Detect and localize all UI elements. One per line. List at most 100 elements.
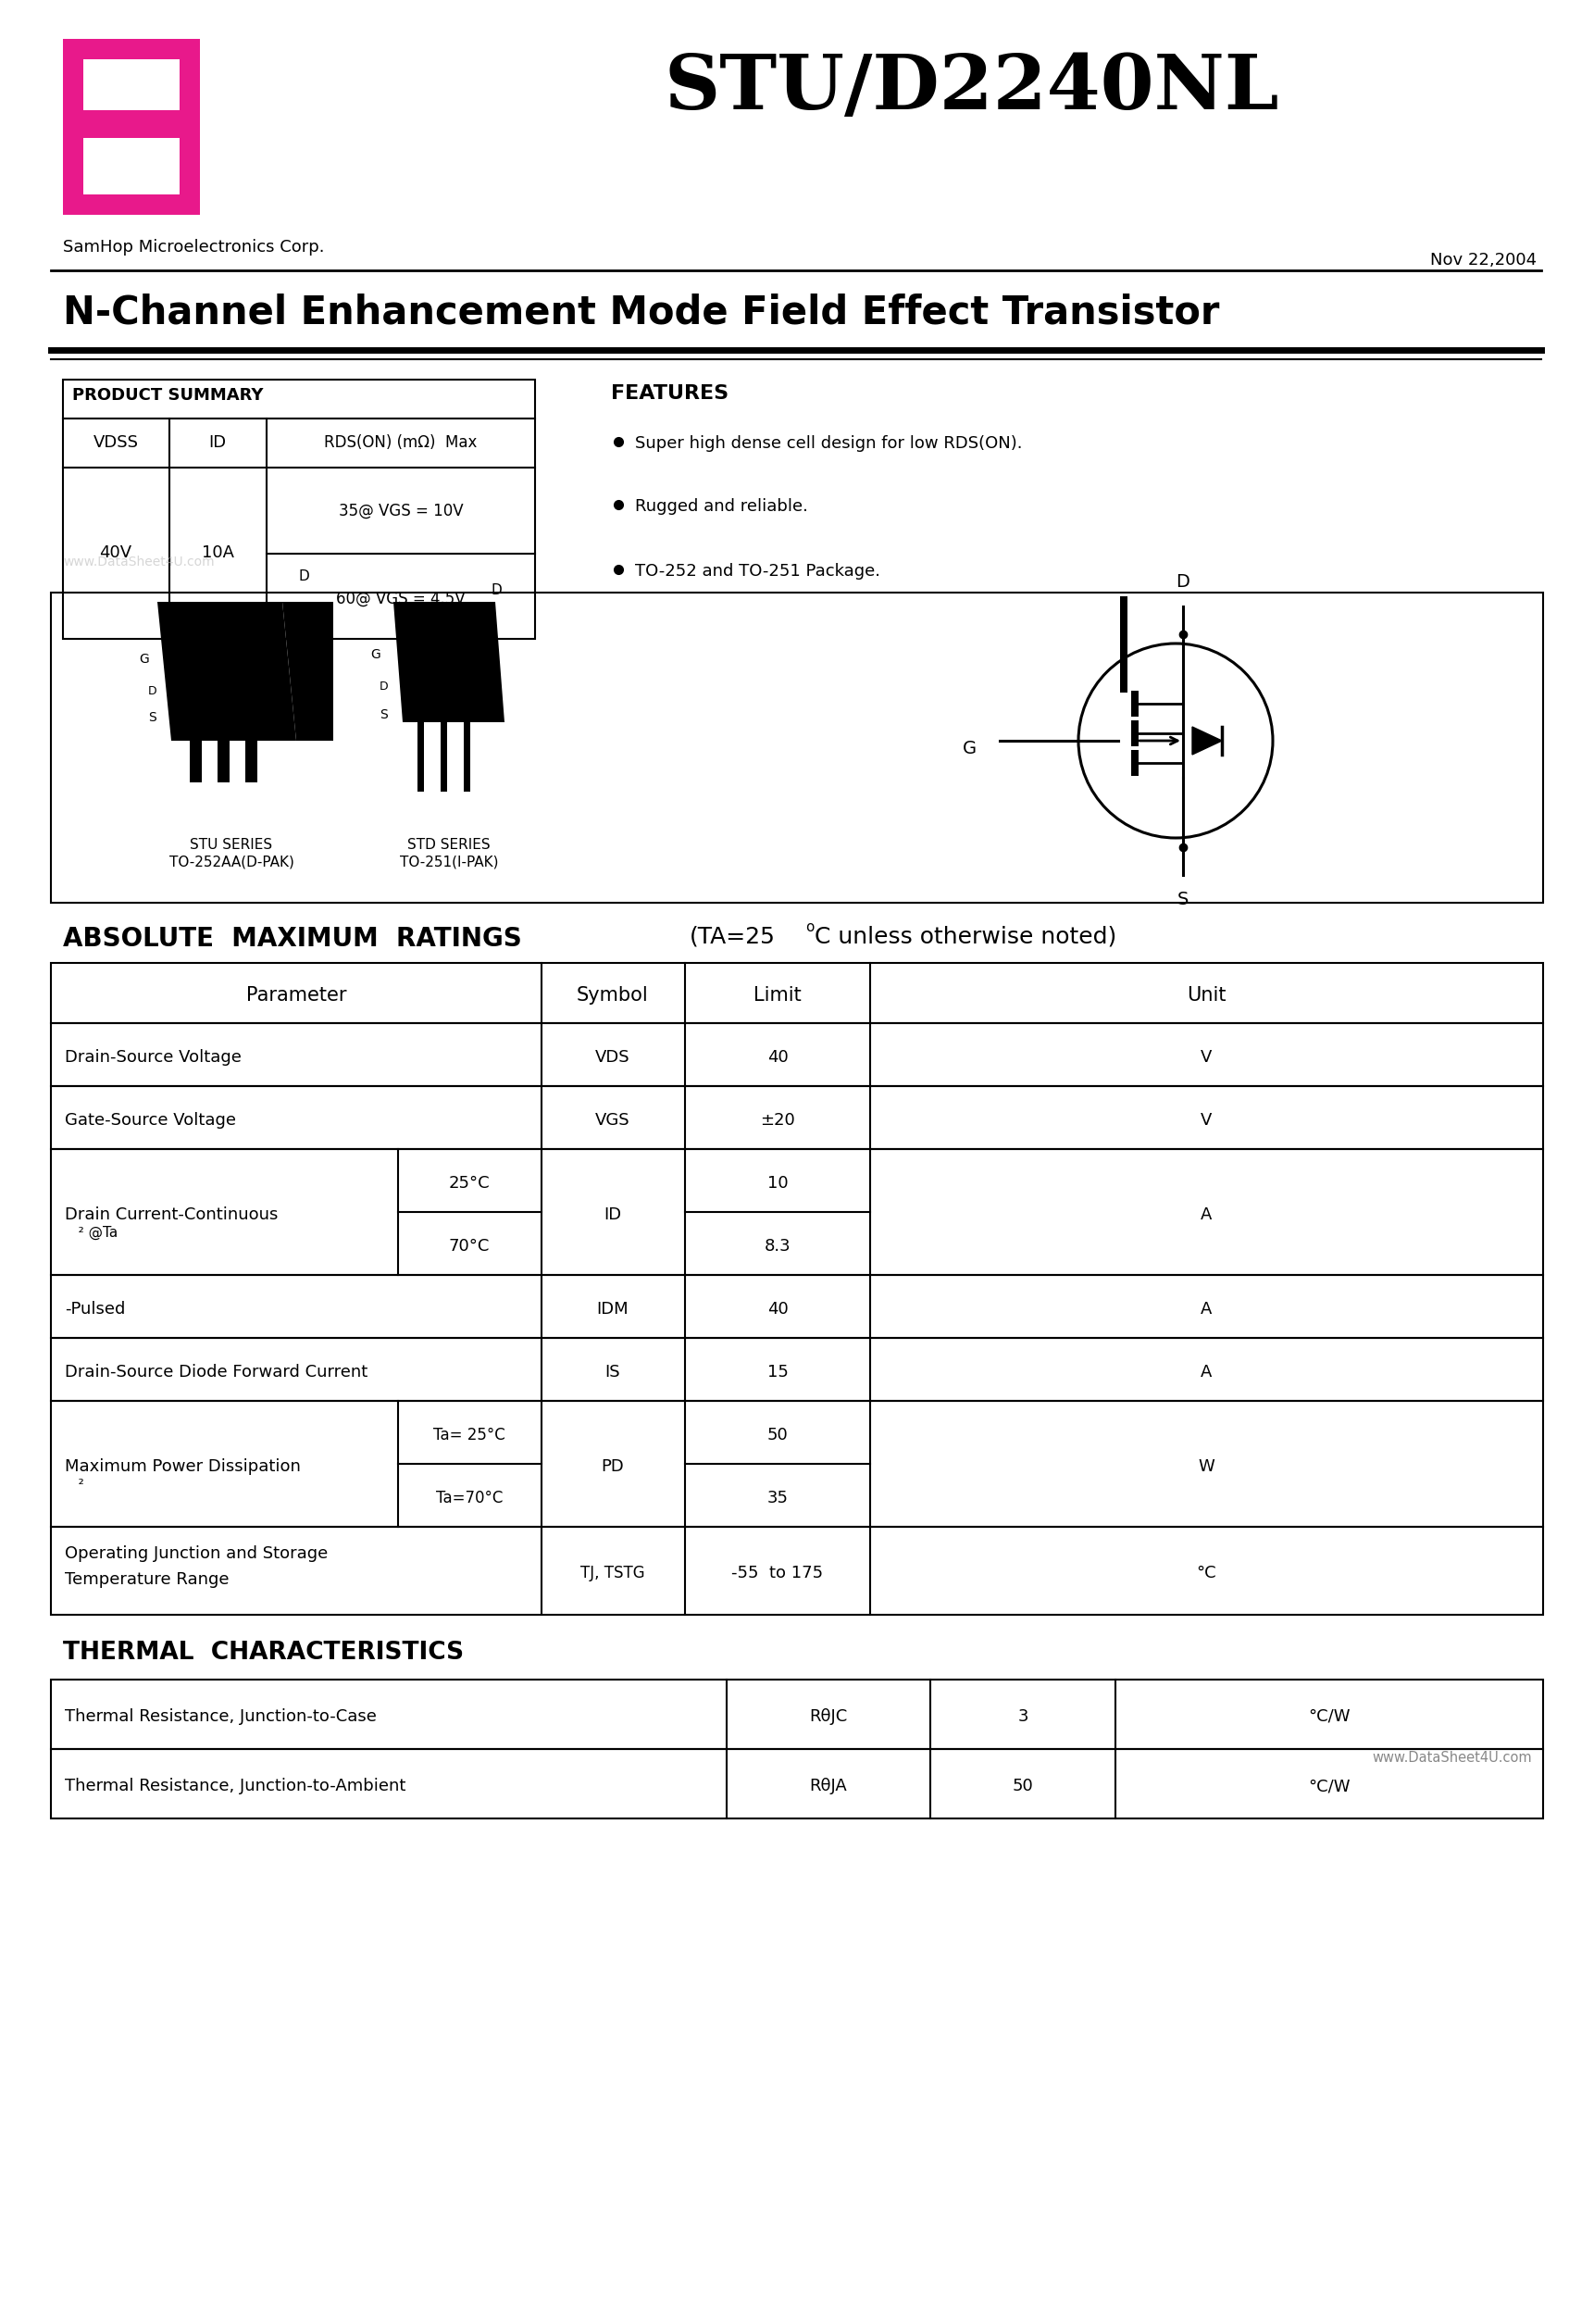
Text: 25°C: 25°C bbox=[448, 1176, 489, 1192]
Text: S: S bbox=[1178, 890, 1189, 909]
Text: Thermal Resistance, Junction-to-Case: Thermal Resistance, Junction-to-Case bbox=[65, 1708, 376, 1724]
Bar bbox=[1132, 690, 1138, 716]
Text: Super high dense cell design for low RDS(ON).: Super high dense cell design for low RDS… bbox=[634, 435, 1022, 451]
Bar bbox=[62, 379, 536, 639]
Text: 15: 15 bbox=[767, 1364, 787, 1380]
Text: Drain Current-Continuous: Drain Current-Continuous bbox=[65, 1206, 277, 1222]
Text: Temperature Range: Temperature Range bbox=[65, 1571, 230, 1587]
Bar bbox=[62, 40, 199, 214]
Text: -Pulsed: -Pulsed bbox=[65, 1301, 126, 1318]
Text: Thermal Resistance, Junction-to-Ambient: Thermal Resistance, Junction-to-Ambient bbox=[65, 1778, 406, 1794]
Text: D: D bbox=[491, 583, 502, 597]
Text: ID: ID bbox=[209, 435, 226, 451]
Bar bbox=[62, 40, 199, 214]
Text: °C/W: °C/W bbox=[1309, 1708, 1350, 1724]
Bar bbox=[51, 1401, 1543, 1527]
Text: Ta= 25°C: Ta= 25°C bbox=[434, 1427, 505, 1443]
Text: Symbol: Symbol bbox=[577, 985, 649, 1004]
Text: PD: PD bbox=[601, 1457, 625, 1476]
Text: STD SERIES: STD SERIES bbox=[408, 839, 491, 853]
Bar bbox=[245, 741, 257, 783]
Text: 3: 3 bbox=[1017, 1708, 1028, 1724]
Text: o: o bbox=[805, 920, 815, 934]
Text: Maximum Power Dissipation: Maximum Power Dissipation bbox=[65, 1457, 301, 1476]
Bar bbox=[51, 1750, 1543, 1817]
Text: G: G bbox=[370, 648, 381, 660]
Text: RθJC: RθJC bbox=[810, 1708, 848, 1724]
Text: A: A bbox=[1200, 1301, 1211, 1318]
Text: 40: 40 bbox=[767, 1048, 787, 1067]
Text: TO-252AA(D-PAK): TO-252AA(D-PAK) bbox=[169, 855, 293, 869]
Text: -55  to 175: -55 to 175 bbox=[732, 1564, 824, 1580]
Text: RDS(ON) (mΩ)  Max: RDS(ON) (mΩ) Max bbox=[324, 435, 477, 451]
Text: Ta=70°C: Ta=70°C bbox=[435, 1490, 502, 1506]
Text: A: A bbox=[1200, 1364, 1211, 1380]
Text: THERMAL  CHARACTERISTICS: THERMAL CHARACTERISTICS bbox=[62, 1641, 464, 1664]
Text: IDM: IDM bbox=[596, 1301, 628, 1318]
Text: V: V bbox=[1200, 1048, 1211, 1067]
Bar bbox=[83, 132, 180, 195]
Bar bbox=[83, 109, 180, 137]
Bar bbox=[217, 741, 230, 783]
Bar bbox=[51, 1527, 1543, 1615]
Text: D: D bbox=[148, 686, 158, 697]
Text: VDSS: VDSS bbox=[92, 435, 139, 451]
Text: 50: 50 bbox=[767, 1427, 787, 1443]
Bar bbox=[51, 1276, 1543, 1339]
Text: IS: IS bbox=[606, 1364, 620, 1380]
Bar bbox=[62, 40, 83, 214]
Text: ²: ² bbox=[65, 1478, 84, 1492]
Bar bbox=[62, 195, 199, 214]
Text: A: A bbox=[1200, 1206, 1211, 1222]
Text: VGS: VGS bbox=[596, 1111, 630, 1129]
Bar bbox=[51, 1680, 1543, 1750]
Text: Rugged and reliable.: Rugged and reliable. bbox=[634, 497, 808, 516]
Text: STU/D2240NL: STU/D2240NL bbox=[665, 51, 1280, 125]
Text: 35@ VGS = 10V: 35@ VGS = 10V bbox=[338, 502, 464, 521]
Text: G: G bbox=[963, 739, 977, 758]
Bar bbox=[51, 1023, 1543, 1085]
Text: °C/W: °C/W bbox=[1309, 1778, 1350, 1794]
Bar bbox=[1121, 597, 1127, 693]
Bar bbox=[51, 1148, 1543, 1276]
Text: TO-252 and TO-251 Package.: TO-252 and TO-251 Package. bbox=[634, 562, 880, 579]
Text: PRODUCT SUMMARY: PRODUCT SUMMARY bbox=[72, 388, 263, 404]
Text: (TA=25: (TA=25 bbox=[690, 925, 776, 948]
Text: 8.3: 8.3 bbox=[764, 1239, 791, 1255]
Bar bbox=[1132, 751, 1138, 776]
Text: 40: 40 bbox=[767, 1301, 787, 1318]
Text: Unit: Unit bbox=[1186, 985, 1226, 1004]
Text: 10A: 10A bbox=[201, 544, 234, 560]
Text: D: D bbox=[1176, 574, 1189, 590]
Bar bbox=[464, 723, 470, 792]
Bar bbox=[51, 962, 1543, 1023]
Bar bbox=[83, 58, 180, 107]
Text: N-Channel Enhancement Mode Field Effect Transistor: N-Channel Enhancement Mode Field Effect … bbox=[62, 293, 1219, 332]
Polygon shape bbox=[1192, 727, 1223, 755]
Text: 50: 50 bbox=[1012, 1778, 1033, 1794]
Text: °C: °C bbox=[1196, 1564, 1216, 1580]
Text: Drain-Source Diode Forward Current: Drain-Source Diode Forward Current bbox=[65, 1364, 368, 1380]
Text: 60@ VGS = 4.5V: 60@ VGS = 4.5V bbox=[336, 590, 465, 607]
Text: VDS: VDS bbox=[596, 1048, 630, 1067]
Text: W: W bbox=[1199, 1457, 1215, 1476]
Text: Limit: Limit bbox=[754, 985, 802, 1004]
Text: V: V bbox=[1200, 1111, 1211, 1129]
Polygon shape bbox=[394, 602, 504, 723]
Polygon shape bbox=[158, 602, 296, 741]
Bar bbox=[440, 723, 446, 792]
Bar bbox=[1132, 720, 1138, 746]
Text: RθJA: RθJA bbox=[810, 1778, 848, 1794]
Text: SamHop Microelectronics Corp.: SamHop Microelectronics Corp. bbox=[62, 239, 325, 256]
Text: www.DataSheet4U.com: www.DataSheet4U.com bbox=[1372, 1750, 1532, 1764]
Text: G: G bbox=[139, 653, 148, 665]
Text: ABSOLUTE  MAXIMUM  RATINGS: ABSOLUTE MAXIMUM RATINGS bbox=[62, 925, 521, 953]
Text: 70°C: 70°C bbox=[450, 1239, 489, 1255]
Bar bbox=[418, 723, 424, 792]
Text: 35: 35 bbox=[767, 1490, 787, 1506]
Text: ID: ID bbox=[604, 1206, 622, 1222]
Bar bbox=[62, 40, 199, 58]
Text: Gate-Source Voltage: Gate-Source Voltage bbox=[65, 1111, 236, 1129]
Text: TJ, TSTG: TJ, TSTG bbox=[580, 1564, 646, 1580]
Bar bbox=[190, 741, 202, 783]
